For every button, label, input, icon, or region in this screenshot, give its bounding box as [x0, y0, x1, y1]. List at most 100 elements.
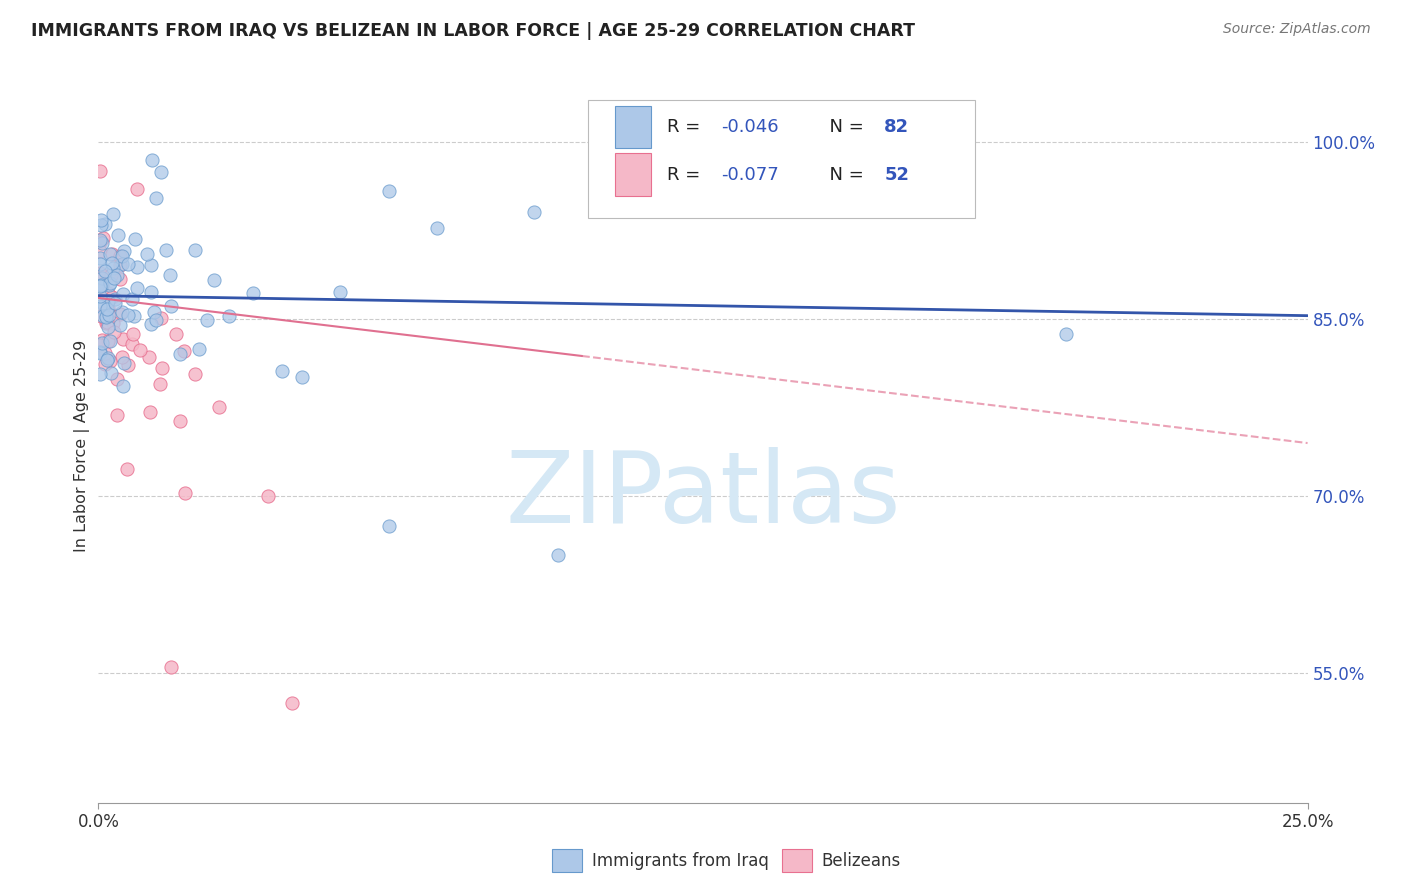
Text: Immigrants from Iraq: Immigrants from Iraq: [592, 852, 769, 870]
Point: [110, 249, 132, 263]
Point: [93, 304, 115, 318]
Point: [155, 243, 177, 257]
Text: 82: 82: [884, 118, 910, 136]
Point: [97, 351, 120, 366]
Point: [145, 191, 167, 205]
Point: [91, 230, 114, 244]
Point: [127, 182, 149, 196]
Text: Belizeans: Belizeans: [821, 852, 901, 870]
Point: [101, 256, 124, 270]
Point: [90, 336, 112, 351]
Point: [150, 165, 173, 179]
Point: [93, 298, 115, 312]
Point: [121, 336, 143, 351]
Point: [377, 518, 399, 533]
Point: [89, 163, 111, 178]
Point: [89, 299, 111, 313]
Point: [96, 301, 118, 316]
Point: [142, 304, 165, 318]
Point: [89, 233, 111, 247]
Point: [115, 461, 138, 475]
Point: [125, 260, 148, 274]
Point: [98, 292, 121, 306]
Point: [150, 311, 173, 326]
Point: [94, 316, 117, 330]
Point: [98, 308, 121, 322]
Point: [100, 268, 122, 283]
Point: [124, 232, 146, 246]
Point: [125, 281, 148, 295]
Point: [117, 308, 139, 322]
Point: [90, 309, 112, 323]
Point: [107, 408, 129, 422]
Point: [195, 313, 218, 327]
Point: [141, 258, 163, 272]
Point: [160, 299, 183, 313]
Point: [242, 286, 264, 301]
Point: [271, 364, 294, 378]
Text: IMMIGRANTS FROM IRAQ VS BELIZEAN IN LABOR FORCE | AGE 25-29 CORRELATION CHART: IMMIGRANTS FROM IRAQ VS BELIZEAN IN LABO…: [31, 22, 915, 40]
Bar: [614, 105, 651, 148]
Point: [89, 367, 111, 381]
Point: [173, 344, 195, 359]
Text: -0.046: -0.046: [721, 118, 779, 136]
Point: [100, 290, 122, 304]
Point: [98, 334, 121, 348]
Point: [94, 217, 117, 231]
Point: [98, 277, 121, 292]
Point: [111, 287, 134, 301]
Text: N =: N =: [818, 166, 869, 184]
Point: [94, 309, 117, 323]
Point: [103, 271, 125, 285]
Point: [204, 273, 226, 287]
Point: [108, 307, 131, 321]
Point: [97, 301, 120, 316]
Point: [112, 244, 135, 258]
Point: [89, 257, 111, 271]
Point: [105, 372, 128, 386]
Point: [98, 246, 121, 260]
Point: [111, 257, 134, 271]
Point: [112, 356, 135, 370]
Point: [139, 405, 162, 419]
Point: [169, 347, 191, 361]
Point: [208, 400, 231, 414]
Point: [90, 277, 112, 292]
Point: [547, 548, 569, 562]
Text: R =: R =: [666, 166, 706, 184]
Point: [184, 367, 207, 381]
Point: [107, 228, 129, 243]
Point: [110, 258, 132, 272]
Point: [98, 276, 121, 290]
Point: [149, 376, 172, 391]
Point: [159, 268, 181, 282]
Point: [184, 243, 207, 257]
Point: [329, 285, 352, 300]
Point: [104, 295, 127, 310]
Point: [89, 289, 111, 303]
Point: [101, 247, 124, 261]
Point: [105, 268, 128, 283]
Point: [139, 317, 162, 331]
Text: ZIPatlas: ZIPatlas: [505, 448, 901, 544]
Text: 52: 52: [884, 166, 910, 184]
Point: [108, 318, 131, 332]
Point: [111, 249, 134, 263]
Point: [89, 251, 111, 265]
Point: [145, 312, 167, 326]
Point: [122, 309, 145, 323]
Point: [129, 343, 152, 357]
Point: [89, 346, 111, 360]
Point: [187, 342, 209, 356]
Point: [108, 271, 131, 285]
Point: [96, 353, 118, 368]
Point: [97, 320, 120, 334]
Point: [89, 278, 111, 293]
Text: Source: ZipAtlas.com: Source: ZipAtlas.com: [1223, 22, 1371, 37]
Point: [94, 310, 117, 324]
Point: [426, 221, 449, 235]
Point: [523, 204, 546, 219]
Point: [1054, 327, 1077, 342]
Point: [96, 315, 118, 329]
Point: [94, 346, 117, 360]
